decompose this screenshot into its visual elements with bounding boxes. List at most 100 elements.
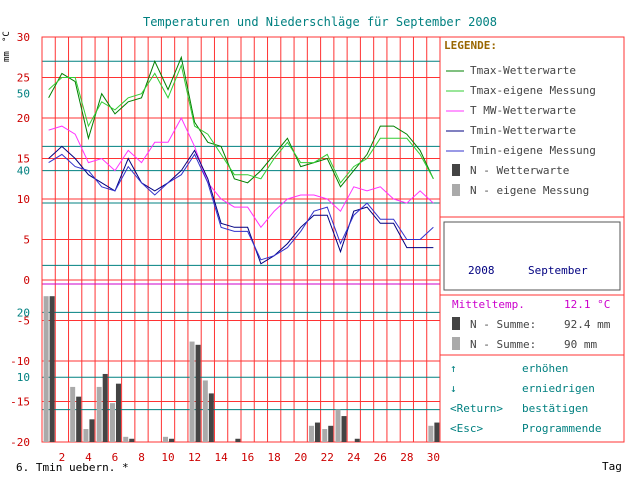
series-line: [48, 153, 434, 261]
temp-tick-label: -5: [17, 315, 30, 328]
key-action: bestätigen: [522, 402, 588, 415]
precip-bar: [428, 425, 434, 442]
legend-item-label: Tmin-eigene Messung: [470, 144, 596, 157]
precip-bar: [322, 429, 328, 442]
precip-bar: [354, 438, 360, 442]
sum-value: 92.4 mm: [564, 318, 611, 331]
day-tick-label: 10: [161, 451, 174, 464]
status-line: 6. Tmin uebern. *: [16, 461, 129, 474]
legend-swatch-bar: [452, 184, 460, 196]
temp-tick-label: -20: [10, 436, 30, 449]
day-tick-label: 12: [188, 451, 201, 464]
chart-title: Temperaturen und Niederschläge für Septe…: [143, 15, 497, 29]
day-tick-label: 30: [427, 451, 440, 464]
side-panel: LEGENDE: Tmax-Wetterwarte Tmax-eigene Mess…: [439, 36, 625, 443]
panel-frame: [439, 36, 625, 443]
precip-bars: [43, 296, 440, 442]
temp-tick-label: 10: [17, 193, 30, 206]
key-action: erhöhen: [522, 362, 568, 375]
mm-tick-label: 40: [17, 165, 30, 178]
day-tick-label: 2: [59, 451, 66, 464]
precip-bar: [314, 422, 320, 442]
precip-bar: [70, 386, 76, 442]
sum-swatch-own: [452, 337, 460, 350]
precip-bar: [102, 373, 108, 442]
precip-bar: [341, 416, 347, 442]
key-action: erniedrigen: [522, 382, 595, 395]
mm-tick-label: 20: [17, 306, 30, 319]
mean-temp-value: 12.1 °C: [564, 298, 610, 311]
precip-bar: [83, 429, 89, 442]
legend-item-label: Tmax-eigene Messung: [470, 84, 596, 97]
mm-tick-label: 10: [17, 371, 30, 384]
day-tick-label: 26: [374, 451, 387, 464]
unit-mm: mm: [2, 51, 12, 62]
precip-bar: [335, 409, 341, 442]
temp-tick-label: 20: [17, 112, 30, 125]
precip-bar: [115, 383, 121, 442]
precip-bar: [189, 341, 195, 442]
sum-swatch-station: [452, 317, 460, 330]
chart-grid: [41, 36, 441, 443]
day-tick-label: 6: [112, 451, 119, 464]
day-tick-label: 18: [268, 451, 281, 464]
precip-bar: [195, 344, 201, 442]
period-year: 2008: [468, 264, 495, 277]
key-name: <Esc>: [450, 422, 483, 435]
precip-bar: [89, 419, 95, 442]
temp-lines: [48, 55, 434, 265]
precip-bar: [169, 438, 175, 442]
day-tick-label: 22: [321, 451, 334, 464]
legend-item-label: N - Wetterwarte: [470, 164, 569, 177]
precip-bar: [49, 296, 55, 442]
sum-label: N - Summe:: [470, 338, 536, 351]
day-axis-ticks: 2 4 6 8 10 12 14 16 18 20 22 24 26 28 30: [59, 451, 440, 464]
precip-bar: [434, 422, 440, 442]
temp-tick-label: 0: [23, 274, 30, 287]
temp-tick-label: 15: [17, 153, 30, 166]
x-axis-label: Tag: [602, 460, 622, 473]
key-name: <Return>: [450, 402, 503, 415]
key-name: ↑: [450, 362, 457, 375]
day-tick-label: 28: [400, 451, 413, 464]
temp-tick-label: 5: [23, 234, 30, 247]
temp-tick-label: -10: [10, 355, 30, 368]
legend-title: LEGENDE:: [444, 39, 497, 52]
precip-bar: [123, 436, 129, 442]
legend-item-label: N - eigene Messung: [470, 184, 589, 197]
day-tick-label: 14: [214, 451, 228, 464]
series-line: [48, 145, 434, 265]
sum-label: N - Summe:: [470, 318, 536, 331]
day-tick-label: 20: [294, 451, 307, 464]
precip-bar: [308, 425, 314, 442]
day-tick-label: 4: [85, 451, 92, 464]
temp-tick-label: 30: [17, 31, 30, 44]
precip-bar: [328, 425, 334, 442]
day-tick-label: 24: [347, 451, 361, 464]
period-box: [443, 221, 621, 291]
legend-item-label: Tmin-Wetterwarte: [470, 124, 576, 137]
unit-celsius: °C: [2, 31, 12, 42]
precip-bar: [109, 403, 115, 442]
precip-bar: [163, 436, 169, 442]
day-tick-label: 8: [138, 451, 145, 464]
legend-item-label: T MW-Wetterwarte: [470, 104, 576, 117]
mean-temp-label: Mitteltemp.: [452, 298, 525, 311]
key-action: Programmende: [522, 422, 601, 435]
mm-tick-label: 50: [17, 88, 30, 101]
precip-bar: [202, 380, 208, 442]
precip-bar: [76, 396, 82, 442]
legend-swatch-bar: [452, 164, 460, 176]
temp-tick-label: 25: [17, 72, 30, 85]
sum-value: 90 mm: [564, 338, 597, 351]
precip-bar: [235, 438, 241, 442]
precip-bar: [208, 393, 214, 442]
series-line: [48, 63, 434, 184]
series-line: [48, 55, 434, 188]
precip-bar: [96, 386, 102, 442]
precip-bar: [43, 296, 49, 442]
temp-tick-label: -15: [10, 396, 30, 409]
